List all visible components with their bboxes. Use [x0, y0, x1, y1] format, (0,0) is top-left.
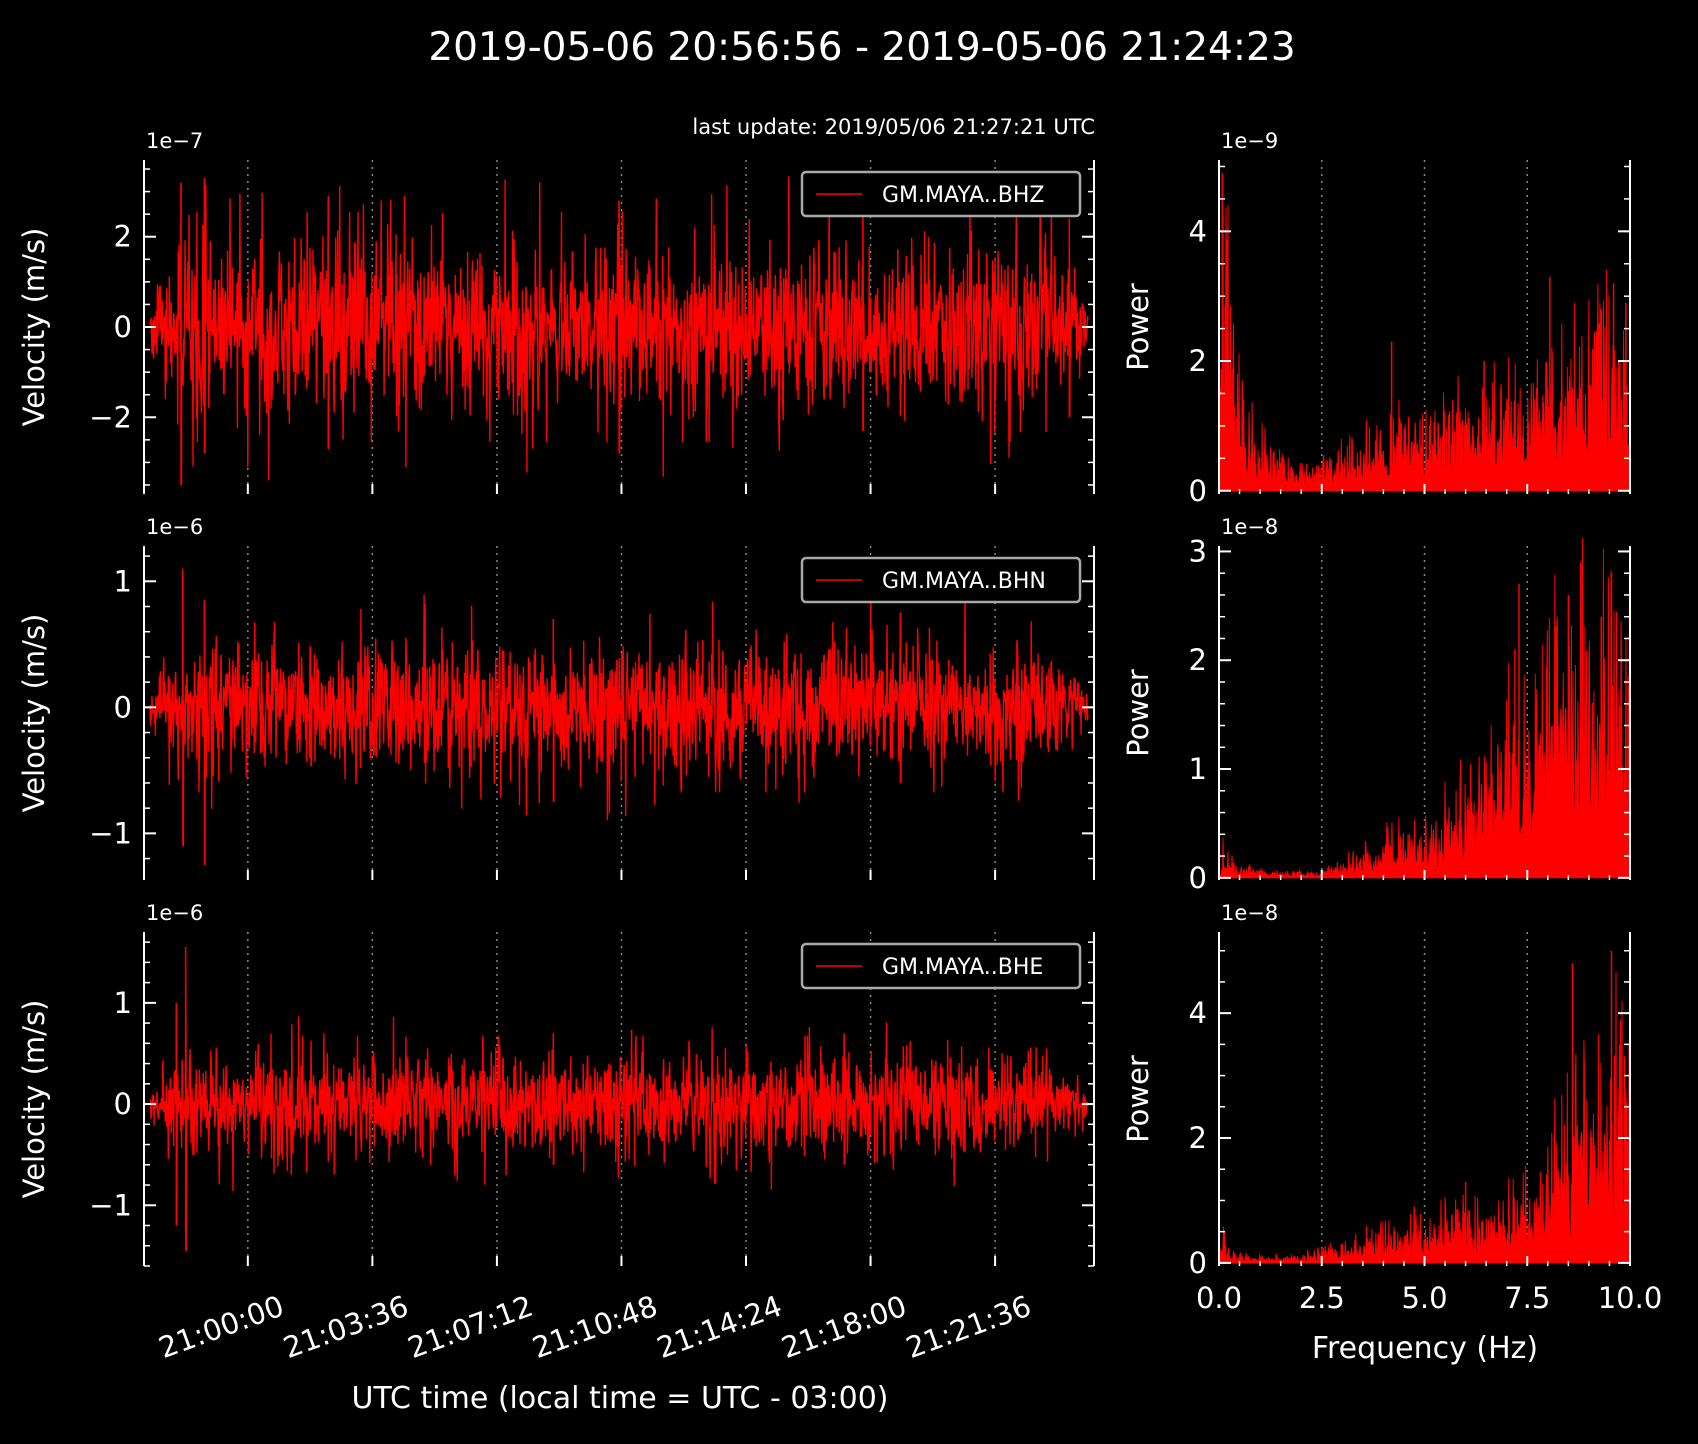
waveform-panel-GM.MAYA..BHZ: −2 0 2 1e−7 Velocity (m/s) GM.MAYA..BHZ — [17, 129, 1095, 494]
scale-offset-label: 1e−7 — [146, 129, 203, 153]
time-axis-label: UTC time (local time = UTC - 03:00) — [352, 1381, 889, 1416]
y-axis-label: Velocity (m/s) — [17, 614, 51, 813]
freq-tick-label: 7.5 — [1504, 1281, 1550, 1315]
y-tick-label: −1 — [89, 1188, 132, 1222]
y-tick-label: 4 — [1189, 996, 1207, 1030]
legend-label: GM.MAYA..BHE — [882, 955, 1043, 980]
legend: GM.MAYA..BHE — [800, 942, 1082, 990]
y-tick-label: 2 — [1189, 1121, 1207, 1155]
y-axis-label: Velocity (m/s) — [17, 228, 51, 427]
power-spectrum — [1218, 971, 1631, 1264]
y-tick-label: 1 — [114, 986, 132, 1020]
scale-offset-label: 1e−9 — [1221, 129, 1278, 153]
freq-tick-label: 5.0 — [1401, 1281, 1447, 1315]
power-spectrum — [1218, 204, 1631, 492]
legend: GM.MAYA..BHZ — [800, 170, 1082, 218]
y-tick-label: 4 — [1189, 214, 1207, 248]
y-tick-label: 2 — [1189, 344, 1207, 378]
spectrum-panel-GM.MAYA..BHE: 0 2 4 1e−8 Power 0.0 2.5 5.0 7.5 10.0 — [1121, 901, 1662, 1315]
y-tick-label: 1 — [1189, 752, 1207, 786]
freq-tick-label: 10.0 — [1598, 1281, 1663, 1315]
y-tick-label: 0 — [1189, 474, 1207, 508]
y-tick-label: 2 — [114, 220, 132, 254]
y-tick-label: 0 — [114, 310, 132, 344]
y-tick-label: 0 — [114, 690, 132, 724]
y-axis-label: Velocity (m/s) — [17, 1000, 51, 1199]
y-axis-label: Power — [1121, 669, 1155, 757]
legend-box — [800, 556, 1082, 604]
freq-tick-label: 2.5 — [1299, 1281, 1345, 1315]
y-axis-label: Power — [1121, 1055, 1155, 1143]
y-tick-label: 2 — [1189, 643, 1207, 677]
power-spectrum — [1218, 537, 1631, 879]
y-tick-label: 0 — [1189, 1246, 1207, 1280]
spectrum-panel-GM.MAYA..BHN: 0 1 2 3 1e−8 Power — [1121, 515, 1631, 895]
spectrum-panel-GM.MAYA..BHZ: 0 2 4 1e−9 Power — [1121, 129, 1631, 508]
scale-offset-label: 1e−6 — [146, 901, 203, 925]
frequency-axis-label: Frequency (Hz) — [1312, 1331, 1538, 1366]
y-tick-label: 0 — [114, 1087, 132, 1121]
scale-offset-label: 1e−8 — [1221, 515, 1278, 539]
scale-offset-label: 1e−8 — [1221, 901, 1278, 925]
last-update-label: last update: 2019/05/06 21:27:21 UTC — [692, 115, 1095, 139]
y-tick-label: −1 — [89, 816, 132, 850]
y-tick-label: −2 — [89, 400, 132, 434]
y-axis-label: Power — [1121, 283, 1155, 371]
y-tick-label: 3 — [1189, 534, 1207, 568]
velocity-trace — [149, 568, 1089, 865]
velocity-trace — [149, 947, 1089, 1251]
legend-box — [800, 170, 1082, 218]
waveform-panel-GM.MAYA..BHN: −1 0 1 1e−6 Velocity (m/s) GM.MAYA..BHN — [17, 515, 1095, 880]
scale-offset-label: 1e−6 — [146, 515, 203, 539]
waveform-panel-GM.MAYA..BHE: −1 0 1 1e−6 Velocity (m/s) GM.MAYA..BHE — [17, 901, 1095, 1267]
legend: GM.MAYA..BHN — [800, 556, 1082, 604]
y-tick-label: 0 — [1189, 861, 1207, 895]
legend-label: GM.MAYA..BHZ — [882, 183, 1044, 208]
figure-title: 2019-05-06 20:56:56 - 2019-05-06 21:24:2… — [428, 25, 1295, 70]
legend-box — [800, 942, 1082, 990]
freq-tick-label: 0.0 — [1196, 1281, 1242, 1315]
legend-label: GM.MAYA..BHN — [882, 569, 1046, 594]
y-tick-label: 1 — [114, 564, 132, 598]
